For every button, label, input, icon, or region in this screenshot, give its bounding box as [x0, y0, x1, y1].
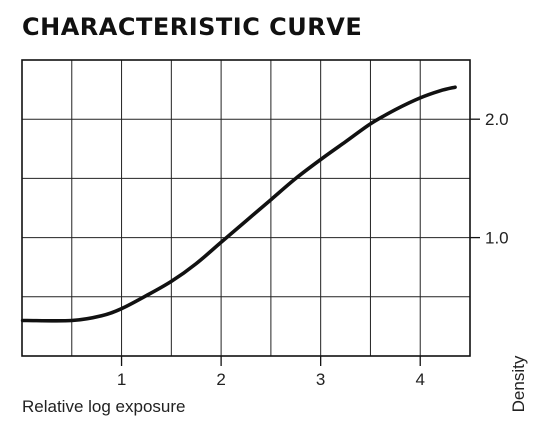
x-axis-label: Relative log exposure [22, 397, 185, 416]
plot-frame [21, 59, 471, 357]
y-ticks: 1.0 2.0 [470, 110, 509, 248]
characteristic-curve [20, 85, 457, 323]
x-ticks: 1 2 3 4 [117, 356, 425, 389]
y-tick-label: 2.0 [485, 110, 509, 129]
grid-vertical [71, 60, 421, 356]
x-tick-label: 4 [415, 370, 424, 389]
x-tick-label: 1 [117, 370, 126, 389]
x-tick-label: 2 [216, 370, 225, 389]
y-tick-label: 1.0 [485, 229, 509, 248]
grid-horizontal [22, 118, 470, 298]
x-tick-label: 3 [316, 370, 325, 389]
y-axis-label: Density [509, 355, 528, 412]
chart-title: CHARACTERISTIC CURVE [22, 13, 363, 41]
